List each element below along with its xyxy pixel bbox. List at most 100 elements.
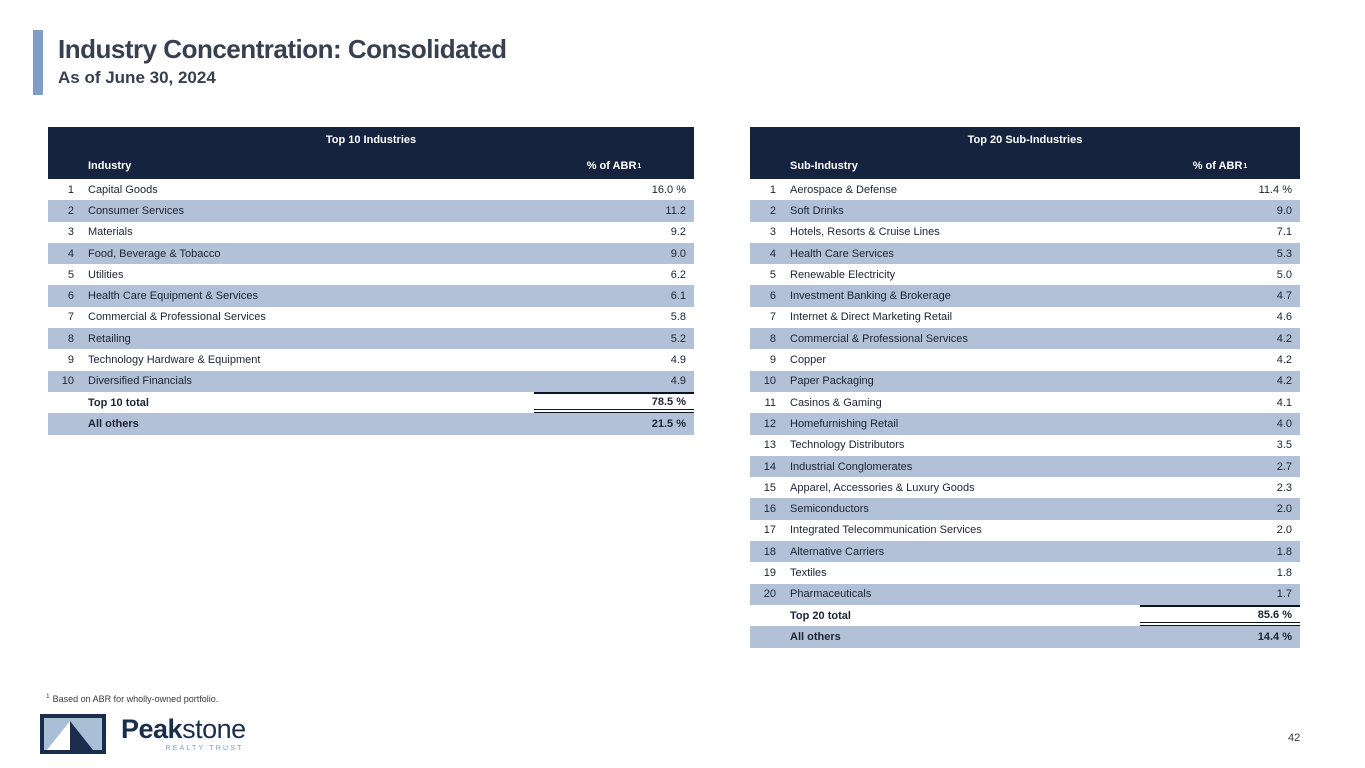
row-name: Technology Hardware & Equipment [88, 354, 261, 367]
total-label: Top 20 total [790, 609, 851, 622]
row-rank: 12 [763, 417, 776, 430]
total-value: 85.6 % [1140, 604, 1300, 627]
column-header-value: % of ABR 1 [534, 160, 694, 172]
row-rank: 2 [769, 204, 776, 217]
row-value: 4.7 [1276, 290, 1292, 303]
page-number: 42 [1288, 732, 1301, 744]
row-name: Consumer Services [88, 204, 184, 217]
row-rank: 4 [769, 247, 776, 260]
table-row: 15 Apparel, Accessories & Luxury Goods 2… [750, 477, 1300, 498]
row-value: 4.9 [670, 354, 686, 367]
column-header-name: Industry [88, 160, 132, 172]
table-row: 3 Hotels, Resorts & Cruise Lines 7.1 [750, 222, 1300, 243]
row-rank: 20 [763, 588, 776, 601]
row-rank: 3 [769, 226, 776, 239]
row-value: 1.8 [1276, 566, 1292, 579]
table-row: 4 Food, Beverage & Tobacco 9.0 [48, 242, 694, 265]
table-row: 14 Industrial Conglomerates 2.7 [750, 455, 1300, 478]
table-row: 16 Semiconductors 2.0 [750, 498, 1300, 520]
row-value: 2.7 [1276, 460, 1292, 473]
row-rank: 8 [67, 332, 74, 345]
row-name: Semiconductors [790, 503, 869, 516]
row-name: Renewable Electricity [790, 268, 896, 281]
peakstone-wordmark: Peakstone REALTY TRUST [121, 716, 246, 753]
row-value: 4.6 [1276, 311, 1292, 324]
row-rank: 7 [67, 311, 74, 324]
total-label: Top 10 total [88, 396, 149, 409]
table-row: 10 Diversified Financials 4.9 [48, 370, 694, 392]
footnote-ref: 1 [46, 693, 50, 700]
table-title: Top 10 Industries [48, 127, 694, 153]
row-value: 1.7 [1276, 588, 1292, 601]
row-name: Investment Banking & Brokerage [790, 290, 951, 303]
table-row: 7 Commercial & Professional Services 5.8 [48, 307, 694, 328]
row-name: Retailing [88, 332, 131, 345]
row-value: 9.0 [670, 247, 686, 260]
table-column-header: Industry % of ABR 1 [48, 153, 694, 179]
table-row: 17 Integrated Telecommunication Services… [750, 520, 1300, 541]
table-row: 1 Capital Goods 16.0 % [48, 179, 694, 200]
column-header-value-label: % of ABR [586, 160, 637, 172]
row-value: 4.9 [670, 375, 686, 388]
row-rank: 14 [763, 460, 776, 473]
column-header-value: % of ABR 1 [1140, 160, 1300, 172]
row-name: Commercial & Professional Services [790, 332, 968, 345]
others-value: 14.4 % [1257, 630, 1292, 643]
row-value: 5.8 [670, 311, 686, 324]
row-value: 5.0 [1276, 268, 1292, 281]
table-row: 6 Investment Banking & Brokerage 4.7 [750, 285, 1300, 307]
row-value: 2.0 [1276, 503, 1292, 516]
row-value: 4.1 [1276, 396, 1292, 409]
row-name: Homefurnishing Retail [790, 417, 899, 430]
others-value: 21.5 % [651, 417, 686, 430]
page-title: Industry Concentration: Consolidated [58, 34, 507, 64]
row-rank: 6 [67, 290, 74, 303]
row-rank: 15 [763, 481, 776, 494]
logo-tagline: REALTY TRUST [165, 745, 244, 752]
row-rank: 16 [763, 503, 776, 516]
page-subtitle: As of June 30, 2024 [58, 68, 216, 87]
row-rank: 10 [61, 375, 74, 388]
peakstone-logo: Peakstone REALTY TRUST [40, 714, 246, 754]
row-rank: 4 [67, 247, 74, 260]
table-row: 8 Commercial & Professional Services 4.2 [750, 328, 1300, 350]
row-name: Textiles [790, 566, 827, 579]
table-row: 9 Copper 4.2 [750, 349, 1300, 370]
row-rank: 18 [763, 545, 776, 558]
row-rank: 1 [769, 183, 776, 196]
row-rank: 9 [67, 354, 74, 367]
row-name: Health Care Equipment & Services [88, 290, 258, 303]
table-body: 1 Capital Goods 16.0 % 2 Consumer Servic… [48, 179, 694, 392]
row-rank: 10 [763, 375, 776, 388]
footnote: 1 Based on ABR for wholly-owned portfolio… [46, 693, 218, 704]
table-column-header: Sub-Industry % of ABR 1 [750, 153, 1300, 179]
row-value: 11.2 [665, 204, 686, 217]
table-row: 20 Pharmaceuticals 1.7 [750, 583, 1300, 605]
row-name: Utilities [88, 268, 124, 281]
others-label: All others [790, 630, 841, 643]
row-name: Food, Beverage & Tobacco [88, 247, 221, 260]
row-name: Paper Packaging [790, 375, 874, 388]
row-rank: 8 [769, 332, 776, 345]
row-rank: 6 [769, 290, 776, 303]
row-rank: 9 [769, 354, 776, 367]
table-row: 11 Casinos & Gaming 4.1 [750, 392, 1300, 413]
row-rank: 19 [763, 566, 776, 579]
table-title: Top 20 Sub-Industries [750, 127, 1300, 153]
table-row: 3 Materials 9.2 [48, 222, 694, 243]
row-name: Alternative Carriers [790, 545, 885, 558]
row-name: Materials [88, 226, 133, 239]
row-value: 4.2 [1276, 375, 1292, 388]
table-row: 6 Health Care Equipment & Services 6.1 [48, 285, 694, 307]
row-value: 6.1 [670, 290, 686, 303]
row-rank: 17 [763, 524, 776, 537]
row-name: Capital Goods [88, 183, 158, 196]
footnote-text: Based on ABR for wholly-owned portfolio. [52, 694, 219, 704]
row-rank: 5 [769, 268, 776, 281]
row-value: 4.2 [1276, 354, 1292, 367]
row-value: 5.3 [1276, 247, 1292, 260]
row-name: Diversified Financials [88, 375, 192, 388]
row-rank: 1 [67, 183, 74, 196]
row-value: 6.2 [670, 268, 686, 281]
